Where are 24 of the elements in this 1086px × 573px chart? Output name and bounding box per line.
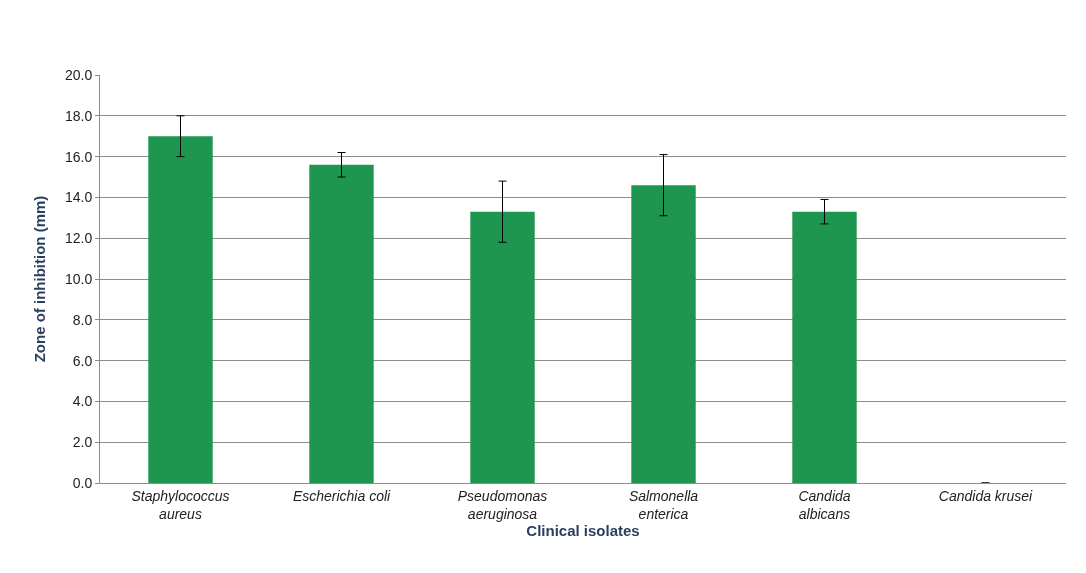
x-tick-label: Candida krusei	[938, 487, 1034, 504]
y-tick-label: 16.0	[64, 148, 93, 165]
y-tick-label: 2.0	[72, 434, 93, 451]
y-tick-label: 8.0	[72, 311, 93, 328]
x-tick-label: Escherichia coli	[292, 487, 392, 504]
x-tick-label: Pseudomonas aeruginosa	[457, 487, 548, 522]
y-tick-label: 12.0	[64, 230, 93, 247]
y-tick-label: 4.0	[72, 393, 93, 410]
bar	[470, 211, 535, 483]
bar	[309, 164, 374, 483]
bar	[148, 136, 213, 483]
bar	[792, 211, 857, 483]
bar	[631, 185, 696, 483]
x-tick-label: Salmonella enterica	[628, 487, 699, 522]
y-axis-title: Zone of inhibition (mm)	[31, 195, 49, 363]
y-tick-label: 10.0	[64, 270, 93, 287]
y-tick-label: 0.0	[72, 474, 93, 491]
y-tick-label: 6.0	[72, 352, 93, 369]
x-tick-label: Staphylococcus aureus	[131, 487, 230, 522]
y-tick-label: 14.0	[64, 189, 93, 206]
y-tick-label: 18.0	[64, 107, 93, 124]
x-axis-title: Clinical isolates	[526, 522, 640, 539]
y-tick-label: 20.0	[64, 66, 93, 83]
x-tick-label: Candida albicans	[798, 487, 851, 522]
